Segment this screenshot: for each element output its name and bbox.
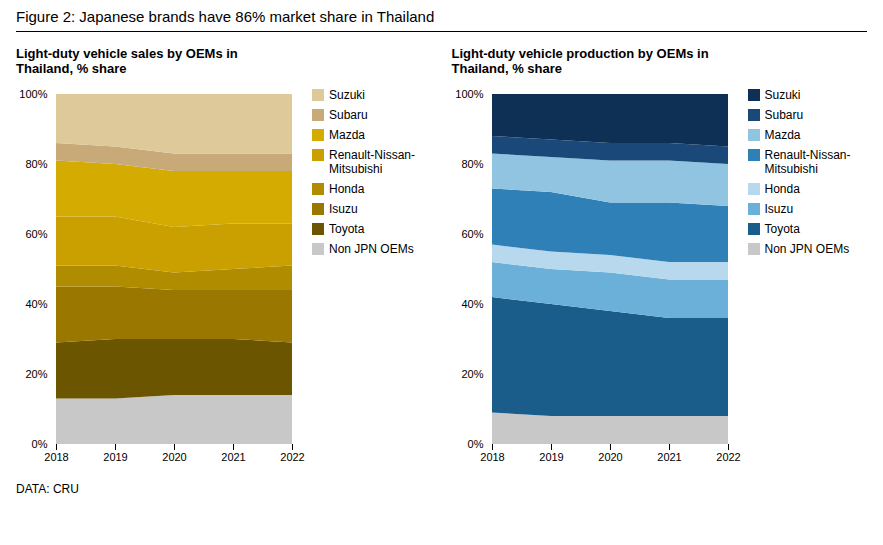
html-text:Light-duty vehicle production: Light-duty vehicle production by OEMs in… bbox=[451, 46, 709, 76]
html-text:Non JPN OEMs: Non JPN OEMs bbox=[764, 242, 850, 256]
html-text:Subaru: Subaru bbox=[329, 108, 368, 122]
html-text:Isuzu: Isuzu bbox=[329, 202, 358, 216]
html-text:Honda: Honda bbox=[764, 182, 800, 196]
svg-text:2021: 2021 bbox=[221, 451, 245, 463]
svg-text:0%: 0% bbox=[467, 438, 483, 450]
html-text:Isuzu: Isuzu bbox=[764, 202, 794, 216]
svg-text:2022: 2022 bbox=[716, 451, 740, 463]
html-text:Honda: Honda bbox=[329, 182, 365, 196]
html-text:Light-duty vehicle sales by OE: Light-duty vehicle sales by OEMs in Thai… bbox=[16, 46, 238, 76]
svg-text:2018: 2018 bbox=[44, 451, 68, 463]
html-text:Subaru: Subaru bbox=[764, 108, 804, 122]
html-text:Suzuki: Suzuki bbox=[764, 88, 801, 102]
html-text:Mazda: Mazda bbox=[764, 128, 801, 142]
html-text:Renault-Nissan- Mitsubishi: Renault-Nissan- Mitsubishi bbox=[329, 148, 415, 176]
html-text:Figure 2: Japanese brands have: Figure 2: Japanese brands have 86% marke… bbox=[16, 8, 435, 25]
svg-text:100%: 100% bbox=[19, 88, 47, 100]
svg-text:80%: 80% bbox=[25, 158, 47, 170]
svg-text:2020: 2020 bbox=[162, 451, 186, 463]
html-text:Toyota: Toyota bbox=[329, 222, 365, 236]
svg-text:2019: 2019 bbox=[103, 451, 127, 463]
html-text:Non JPN OEMs: Non JPN OEMs bbox=[329, 242, 414, 256]
svg-text:2019: 2019 bbox=[539, 451, 563, 463]
svg-text:40%: 40% bbox=[461, 298, 483, 310]
html-text:Mazda: Mazda bbox=[329, 128, 365, 142]
svg-text:40%: 40% bbox=[25, 298, 47, 310]
html-text:Suzuki: Suzuki bbox=[329, 88, 365, 102]
svg-text:2022: 2022 bbox=[280, 451, 304, 463]
svg-text:0%: 0% bbox=[32, 438, 48, 450]
html-text:Renault-Nissan- Mitsubishi: Renault-Nissan- Mitsubishi bbox=[764, 148, 851, 176]
svg-text:60%: 60% bbox=[461, 228, 483, 240]
svg-text:2018: 2018 bbox=[480, 451, 504, 463]
html-text:DATA: CRU: DATA: CRU bbox=[16, 482, 79, 496]
svg-text:2021: 2021 bbox=[657, 451, 681, 463]
svg-text:20%: 20% bbox=[25, 368, 47, 380]
svg-text:80%: 80% bbox=[461, 158, 483, 170]
svg-text:60%: 60% bbox=[25, 228, 47, 240]
svg-text:2020: 2020 bbox=[598, 451, 622, 463]
svg-text:20%: 20% bbox=[461, 368, 483, 380]
html-text:Toyota: Toyota bbox=[764, 222, 800, 236]
svg-text:100%: 100% bbox=[455, 88, 483, 100]
